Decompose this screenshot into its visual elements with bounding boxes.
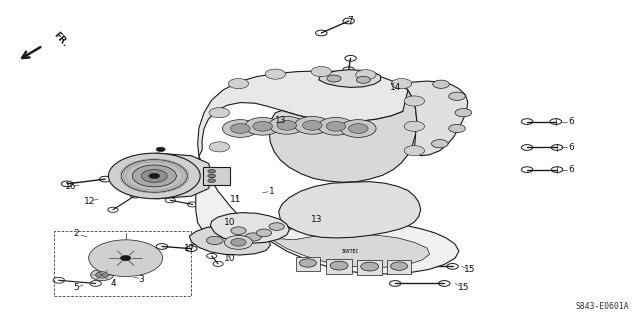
- Circle shape: [225, 235, 252, 249]
- Bar: [357, 260, 383, 275]
- Circle shape: [91, 269, 113, 281]
- Circle shape: [231, 239, 246, 246]
- Polygon shape: [145, 153, 213, 199]
- Circle shape: [115, 253, 136, 263]
- Circle shape: [208, 179, 216, 182]
- Circle shape: [269, 116, 305, 134]
- Polygon shape: [198, 71, 412, 156]
- Circle shape: [330, 261, 348, 270]
- Circle shape: [132, 165, 177, 187]
- Circle shape: [433, 80, 449, 88]
- Circle shape: [120, 256, 131, 261]
- Text: 6: 6: [569, 117, 575, 126]
- Circle shape: [149, 173, 160, 179]
- Circle shape: [404, 121, 424, 131]
- Text: 3: 3: [139, 275, 145, 284]
- Text: 1: 1: [269, 187, 275, 196]
- Text: 15: 15: [464, 265, 476, 274]
- Text: FR.: FR.: [51, 30, 69, 48]
- Circle shape: [449, 92, 465, 100]
- Circle shape: [245, 233, 261, 241]
- Circle shape: [326, 122, 346, 131]
- Circle shape: [230, 124, 250, 133]
- Polygon shape: [189, 226, 270, 255]
- Bar: [204, 167, 230, 185]
- Text: 12: 12: [84, 197, 95, 206]
- Circle shape: [89, 240, 163, 277]
- Circle shape: [96, 272, 108, 278]
- Circle shape: [449, 124, 465, 133]
- Bar: [326, 259, 352, 274]
- Circle shape: [209, 108, 230, 118]
- Circle shape: [253, 122, 273, 131]
- Text: 11: 11: [230, 196, 242, 204]
- Text: 2: 2: [74, 229, 79, 238]
- Text: 6: 6: [569, 165, 575, 174]
- Circle shape: [245, 117, 280, 135]
- Bar: [54, 231, 191, 296]
- Circle shape: [327, 75, 341, 82]
- Circle shape: [156, 147, 165, 152]
- Circle shape: [392, 78, 412, 89]
- Circle shape: [265, 69, 285, 79]
- Circle shape: [348, 124, 368, 133]
- Circle shape: [356, 70, 376, 80]
- Text: 16: 16: [65, 182, 76, 191]
- Polygon shape: [278, 182, 420, 238]
- Circle shape: [208, 174, 216, 178]
- Circle shape: [223, 120, 258, 137]
- Circle shape: [102, 246, 150, 270]
- Text: S843-E0601A: S843-E0601A: [575, 302, 629, 311]
- Circle shape: [300, 259, 316, 267]
- Circle shape: [455, 108, 472, 117]
- Text: 4: 4: [110, 279, 116, 288]
- Circle shape: [303, 121, 322, 130]
- Circle shape: [277, 121, 297, 130]
- Circle shape: [404, 96, 424, 106]
- Circle shape: [318, 117, 354, 135]
- Text: 3OVTEC: 3OVTEC: [342, 249, 359, 254]
- Polygon shape: [401, 81, 468, 156]
- Circle shape: [269, 223, 284, 230]
- Circle shape: [356, 76, 371, 83]
- Circle shape: [208, 169, 216, 173]
- Text: 14: 14: [390, 83, 401, 92]
- Polygon shape: [196, 156, 459, 274]
- Text: 6: 6: [569, 143, 575, 152]
- Circle shape: [294, 116, 330, 134]
- Circle shape: [207, 236, 223, 245]
- Text: 15: 15: [458, 283, 469, 292]
- Text: 13: 13: [275, 116, 286, 125]
- Circle shape: [230, 238, 246, 247]
- Circle shape: [108, 153, 200, 199]
- Text: 17: 17: [184, 243, 195, 253]
- Text: 5: 5: [74, 283, 79, 292]
- Circle shape: [361, 262, 379, 271]
- Polygon shape: [269, 234, 429, 268]
- Circle shape: [209, 142, 230, 152]
- Polygon shape: [269, 90, 417, 182]
- Text: 10: 10: [224, 218, 236, 226]
- Text: 7: 7: [348, 16, 353, 25]
- Circle shape: [141, 170, 167, 182]
- Polygon shape: [211, 213, 289, 243]
- Circle shape: [404, 145, 424, 156]
- Polygon shape: [319, 70, 381, 87]
- Bar: [387, 260, 411, 274]
- Circle shape: [108, 249, 143, 267]
- Circle shape: [311, 67, 332, 77]
- Text: 10: 10: [224, 254, 236, 263]
- Circle shape: [95, 243, 156, 273]
- Circle shape: [122, 160, 188, 192]
- Circle shape: [431, 140, 448, 148]
- Bar: [296, 256, 320, 271]
- Circle shape: [231, 227, 246, 234]
- Circle shape: [390, 262, 408, 270]
- Circle shape: [256, 229, 271, 237]
- Circle shape: [228, 78, 248, 89]
- Circle shape: [340, 120, 376, 137]
- Text: 13: 13: [311, 215, 323, 224]
